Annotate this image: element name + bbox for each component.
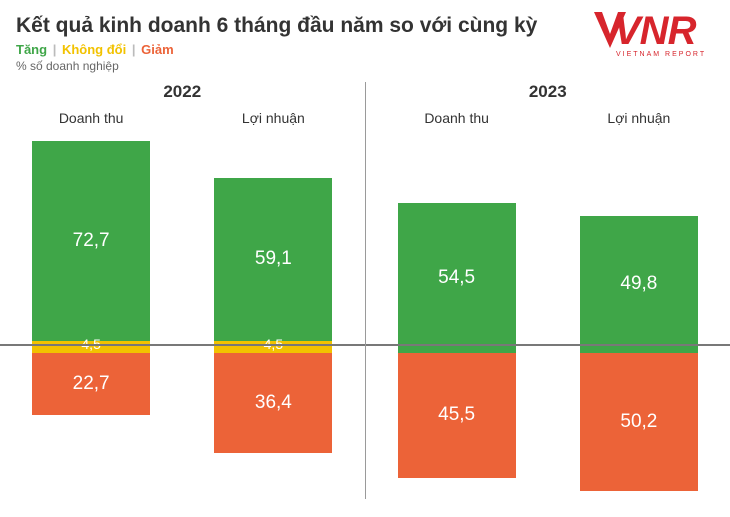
legend-sep: | [130,42,138,57]
segment-decrease: 50,2 [580,353,698,491]
bar-above: 72,74,5 [32,141,150,353]
bar-below: 36,4 [214,353,332,453]
segment-increase: 72,7 [32,141,150,341]
chart-area: 2022Doanh thu72,74,522,7Lợi nhuận59,14,5… [0,82,730,499]
bar-wrap: 49,850,2 [548,132,730,499]
segment-increase: 59,1 [214,178,332,341]
vietnam-report-logo: VNR VIETNAM REPORT [592,8,712,60]
segment-decrease: 45,5 [398,353,516,478]
bar-column: Doanh thu 54,545,5 [366,110,548,499]
legend-increase: Tăng [16,42,47,57]
column-header: Doanh thu [59,110,124,126]
column-header: Doanh thu [424,110,489,126]
year-label: 2023 [366,82,730,110]
legend-sep: | [51,42,59,57]
column-header: Lợi nhuận [607,110,670,126]
segment-unchanged: 4,5 [32,341,150,353]
bar-wrap: 72,74,522,7 [0,132,182,499]
segment-increase: 54,5 [398,203,516,353]
bar-above: 59,14,5 [214,178,332,353]
legend-decrease: Giảm [141,42,174,57]
bar-below: 22,7 [32,353,150,415]
year-panel: 2023Doanh thu 54,545,5 Lợi nhuận 49,850,2 [366,82,730,499]
bar-wrap: 59,14,536,4 [182,132,364,499]
year-panel: 2022Doanh thu72,74,522,7Lợi nhuận59,14,5… [0,82,366,499]
legend-unchanged: Không đổi [62,42,126,57]
baseline [366,344,730,346]
year-label: 2022 [0,82,365,110]
bar-above: 49,8 [580,216,698,353]
segment-increase: 49,8 [580,216,698,353]
bar-below: 45,5 [398,353,516,478]
columns-row: Doanh thu72,74,522,7Lợi nhuận59,14,536,4 [0,110,365,499]
column-header: Lợi nhuận [242,110,305,126]
svg-text:VNR: VNR [614,9,697,53]
chart-subtitle: % số doanh nghiệp [16,59,714,73]
bar-above: 54,5 [398,203,516,353]
bar-below: 50,2 [580,353,698,491]
segment-decrease: 36,4 [214,353,332,453]
baseline [0,344,365,346]
segment-unchanged: 4,5 [214,341,332,353]
bar-column: Lợi nhuận 59,14,536,4 [182,110,364,499]
bar-column: Doanh thu 72,74,522,7 [0,110,182,499]
bar-wrap: 54,545,5 [366,132,548,499]
logo-subtext: VIETNAM REPORT [616,51,706,58]
bar-column: Lợi nhuận 49,850,2 [548,110,730,499]
segment-decrease: 22,7 [32,353,150,415]
columns-row: Doanh thu 54,545,5 Lợi nhuận 49,850,2 [366,110,730,499]
